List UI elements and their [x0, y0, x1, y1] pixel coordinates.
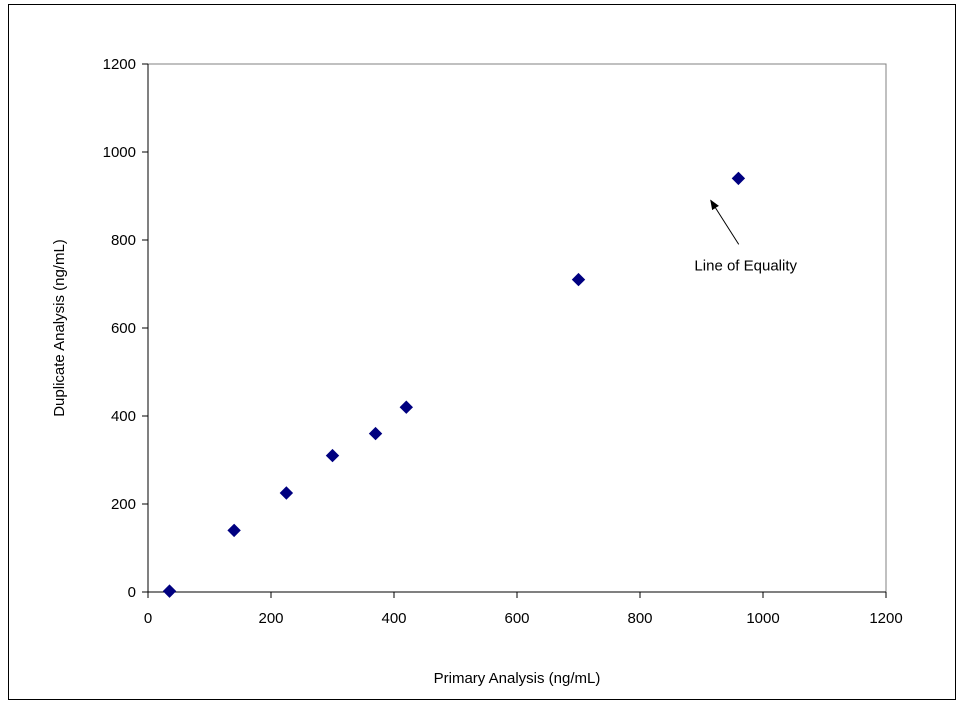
y-axis-label: Duplicate Analysis (ng/mL) [51, 239, 68, 417]
y-tick-label: 400 [111, 408, 136, 425]
data-point [279, 486, 294, 500]
x-tick-label: 800 [627, 610, 652, 627]
x-tick-label: 200 [258, 610, 283, 627]
y-tick-label: 600 [111, 320, 136, 337]
x-axis-label: Primary Analysis (ng/mL) [434, 670, 601, 687]
annotation-label: Line of Equality [694, 257, 797, 274]
x-tick-label: 600 [504, 610, 529, 627]
x-tick-label: 1200 [869, 610, 902, 627]
data-point [227, 523, 241, 538]
y-tick-label: 1000 [103, 144, 136, 161]
y-tick-label: 0 [128, 584, 136, 601]
x-tick-label: 0 [144, 610, 152, 627]
data-points [162, 171, 746, 598]
plot-area [147, 63, 887, 593]
x-tick-label: 1000 [746, 610, 779, 627]
data-point [571, 272, 586, 287]
data-point [325, 448, 340, 463]
annotations: Line of Equality [694, 199, 798, 274]
data-point [368, 426, 383, 441]
y-tick-label: 800 [111, 232, 136, 249]
y-tick-label: 1200 [103, 56, 136, 73]
x-tick-label: 400 [381, 610, 406, 627]
data-point [731, 171, 746, 186]
annotation-arrow [710, 199, 740, 245]
axis-ticks: 0 200 400 600 800 1000 1200 0 200 400 600 800 1000 12… [103, 56, 903, 627]
y-tick-label: 200 [111, 496, 136, 513]
data-point [399, 400, 414, 414]
data-point [162, 584, 177, 598]
